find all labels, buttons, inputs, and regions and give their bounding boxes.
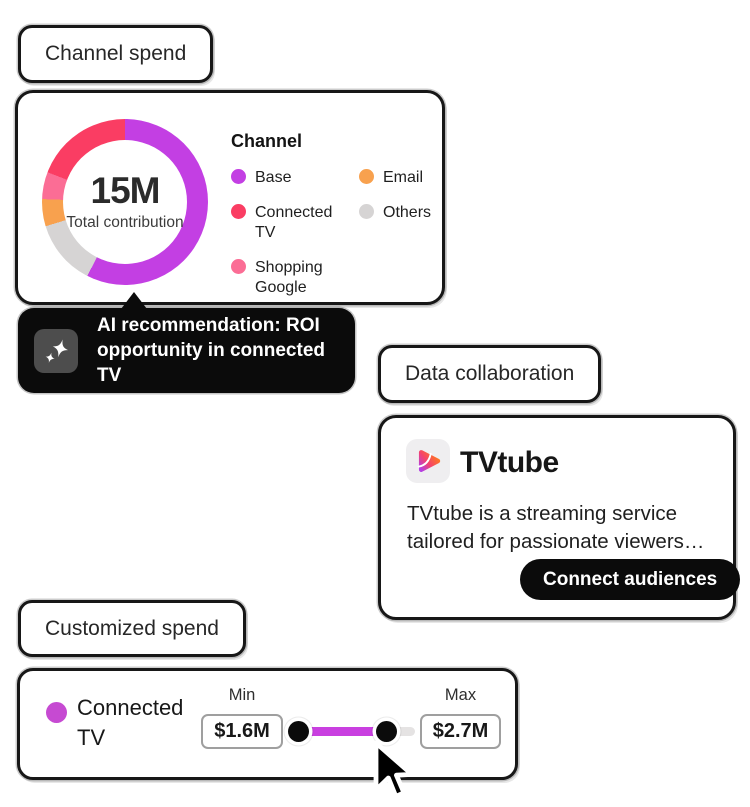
others-color-dot bbox=[359, 204, 374, 219]
channel-spend-title-card: Channel spend bbox=[18, 25, 214, 83]
legend-label-base: Base bbox=[255, 169, 292, 186]
total-contribution-label: Total contribution bbox=[66, 214, 184, 231]
legend-label-connected-tv: Connected TV bbox=[255, 204, 333, 241]
customized-spend-title: Customized spend bbox=[45, 616, 219, 640]
legend-title: Channel bbox=[231, 131, 303, 151]
tvtube-name: TVtube bbox=[460, 446, 559, 479]
min-value: $1.6M bbox=[214, 720, 270, 742]
slider-channel-label: Connected TV bbox=[77, 695, 184, 750]
donut-center: 15M Total contribution bbox=[63, 140, 187, 264]
max-value: $2.7M bbox=[432, 720, 489, 742]
chart-legend: Channel Base Connected TV Shopping Googl… bbox=[231, 131, 436, 298]
slider-handle-max[interactable] bbox=[376, 721, 397, 742]
legend-label-shopping-google: Shopping Google bbox=[255, 259, 323, 296]
channel-spend-donut-chart: 15M Total contribution bbox=[42, 119, 208, 285]
email-color-dot bbox=[359, 169, 374, 184]
channel-spend-title: Channel spend bbox=[45, 42, 187, 65]
slider-handle-min[interactable] bbox=[288, 721, 309, 742]
ai-recommendation-text: AI recommendation: ROI opportunity in co… bbox=[97, 315, 325, 386]
legend-item-base: Base bbox=[231, 168, 349, 188]
tvtube-play-icon bbox=[417, 450, 441, 472]
total-contribution-value: 15M bbox=[90, 170, 161, 211]
connect-audiences-button[interactable]: Connect audiences bbox=[520, 559, 741, 600]
legend-item-email: Email bbox=[359, 168, 431, 188]
data-collaboration-title-card: Data collaboration bbox=[378, 345, 602, 403]
tvtube-description: TVtube is a streaming service tailored f… bbox=[407, 502, 705, 553]
connected-tv-dot bbox=[46, 702, 67, 723]
legend-item-shopping-google: Shopping Google bbox=[231, 258, 349, 298]
legend-label-email: Email bbox=[383, 169, 424, 186]
slider-track-filled[interactable] bbox=[298, 727, 386, 736]
legend-label-others: Others bbox=[383, 204, 432, 221]
data-collaboration-title: Data collaboration bbox=[405, 362, 575, 385]
sparkles-icon bbox=[45, 339, 69, 363]
tooltip-pointer bbox=[121, 292, 147, 309]
customized-spend-card: Connected TV Min $1.6M Max $2.7M bbox=[17, 668, 518, 780]
min-label: Min bbox=[228, 686, 256, 704]
tvtube-logo-tile bbox=[406, 439, 450, 483]
legend-item-others: Others bbox=[359, 203, 431, 223]
shopping-google-color-dot bbox=[231, 259, 246, 274]
ai-icon-tile bbox=[34, 328, 78, 373]
base-color-dot bbox=[231, 169, 246, 184]
channel-spend-chart-card: 15M Total contribution Channel Base Conn… bbox=[15, 90, 445, 305]
ai-recommendation-tooltip: AI recommendation: ROI opportunity in co… bbox=[18, 292, 355, 393]
customized-spend-title-card: Customized spend bbox=[18, 600, 246, 657]
min-value-box[interactable]: $1.6M bbox=[201, 714, 283, 749]
tvtube-card: TVtube TVtube is a streaming service tai… bbox=[378, 415, 741, 620]
legend-item-connected-tv: Connected TV bbox=[231, 203, 349, 243]
max-label: Max bbox=[444, 686, 477, 704]
slider-track-rest[interactable] bbox=[386, 727, 415, 736]
connected-tv-color-dot bbox=[231, 204, 246, 219]
max-value-box[interactable]: $2.7M bbox=[420, 714, 501, 749]
